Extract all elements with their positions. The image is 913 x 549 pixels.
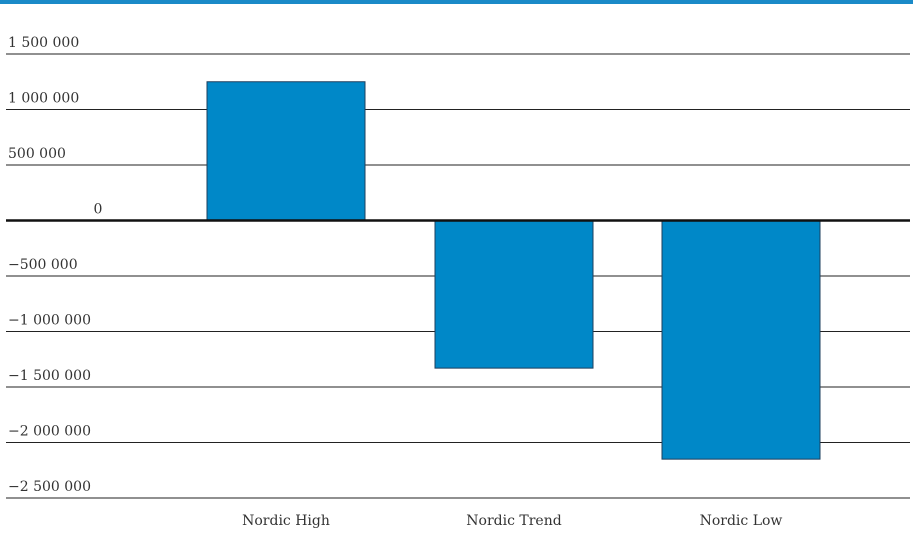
y-tick-label: −2 000 000 — [8, 424, 91, 440]
bar-nordic-trend — [434, 220, 594, 369]
bar-layer — [206, 81, 821, 460]
top-accent-rule — [0, 0, 913, 4]
y-tick-label: −1 000 000 — [8, 313, 91, 329]
x-tick-label: Nordic Low — [700, 513, 783, 529]
bar-nordic-high — [206, 81, 366, 221]
y-tick-label: 1 000 000 — [8, 91, 79, 107]
y-tick-label: −2 500 000 — [8, 479, 91, 495]
x-tick-label: Nordic Trend — [466, 513, 561, 529]
x-tick-labels: Nordic High Nordic Trend Nordic Low — [242, 513, 782, 529]
y-tick-labels: 1 500 000 1 000 000 500 000 0 −500 000 −1 000… — [8, 35, 102, 495]
y-tick-label: −500 000 — [8, 257, 78, 273]
y-tick-label: 0 — [94, 202, 103, 218]
x-tick-label: Nordic High — [242, 513, 330, 529]
y-tick-label: 500 000 — [8, 146, 66, 162]
y-tick-label: 1 500 000 — [8, 35, 79, 51]
bar-nordic-low — [661, 220, 821, 460]
y-tick-label: −1 500 000 — [8, 368, 91, 384]
